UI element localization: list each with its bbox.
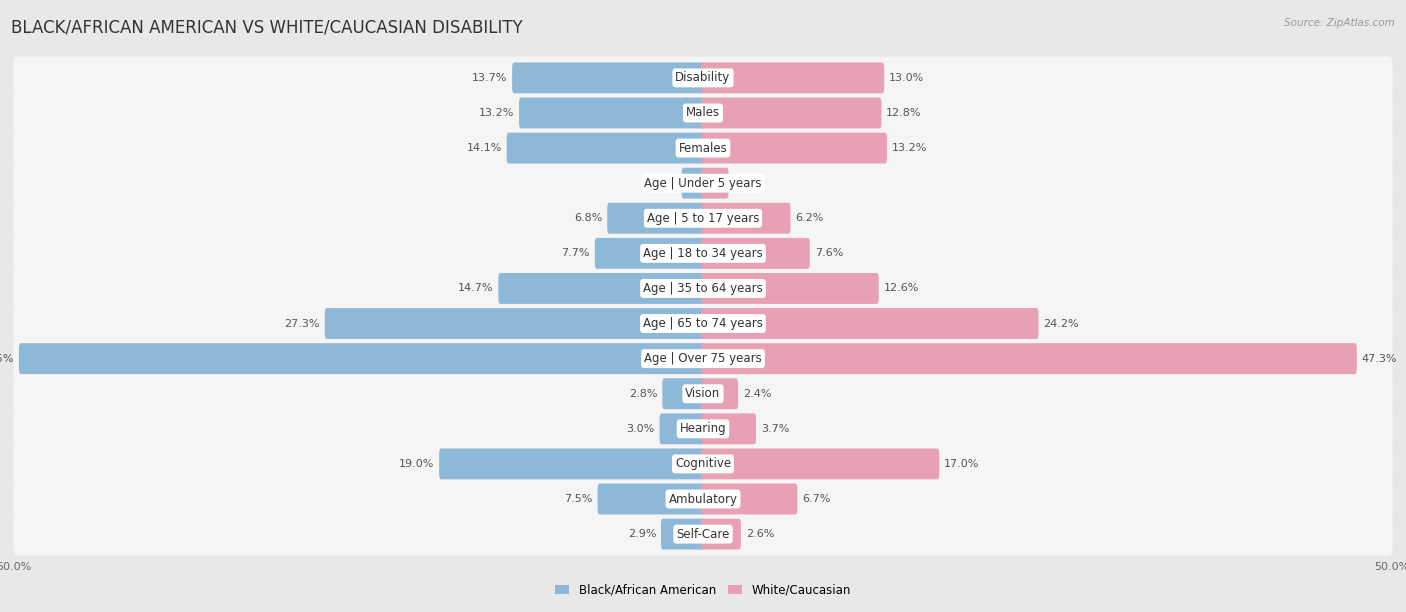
Text: 13.0%: 13.0% <box>889 73 924 83</box>
Text: 2.8%: 2.8% <box>628 389 658 399</box>
FancyBboxPatch shape <box>662 378 704 409</box>
Text: BLACK/AFRICAN AMERICAN VS WHITE/CAUCASIAN DISABILITY: BLACK/AFRICAN AMERICAN VS WHITE/CAUCASIA… <box>11 18 523 36</box>
FancyBboxPatch shape <box>14 127 1392 170</box>
Text: 6.8%: 6.8% <box>574 213 602 223</box>
Text: 7.7%: 7.7% <box>561 248 591 258</box>
Text: 7.5%: 7.5% <box>564 494 593 504</box>
Text: 13.7%: 13.7% <box>472 73 508 83</box>
FancyBboxPatch shape <box>14 162 1392 204</box>
Text: Males: Males <box>686 106 720 119</box>
Text: 12.6%: 12.6% <box>883 283 920 293</box>
Text: 19.0%: 19.0% <box>399 459 434 469</box>
Text: Age | 65 to 74 years: Age | 65 to 74 years <box>643 317 763 330</box>
FancyBboxPatch shape <box>702 273 879 304</box>
Text: 3.7%: 3.7% <box>761 424 789 434</box>
Text: Females: Females <box>679 141 727 155</box>
Text: 24.2%: 24.2% <box>1043 319 1078 329</box>
FancyBboxPatch shape <box>14 267 1392 310</box>
FancyBboxPatch shape <box>702 343 1357 374</box>
FancyBboxPatch shape <box>512 62 704 94</box>
Text: Age | 5 to 17 years: Age | 5 to 17 years <box>647 212 759 225</box>
Text: 27.3%: 27.3% <box>284 319 321 329</box>
Text: Disability: Disability <box>675 72 731 84</box>
Text: Age | Over 75 years: Age | Over 75 years <box>644 352 762 365</box>
Text: 6.2%: 6.2% <box>796 213 824 223</box>
Text: Hearing: Hearing <box>679 422 727 435</box>
Text: 3.0%: 3.0% <box>627 424 655 434</box>
FancyBboxPatch shape <box>702 238 810 269</box>
FancyBboxPatch shape <box>598 483 704 515</box>
FancyBboxPatch shape <box>659 413 704 444</box>
Text: 17.0%: 17.0% <box>945 459 980 469</box>
Text: Ambulatory: Ambulatory <box>668 493 738 506</box>
FancyBboxPatch shape <box>702 449 939 479</box>
Text: 13.2%: 13.2% <box>891 143 927 153</box>
FancyBboxPatch shape <box>702 518 741 550</box>
FancyBboxPatch shape <box>14 337 1392 380</box>
FancyBboxPatch shape <box>325 308 704 339</box>
Text: 7.6%: 7.6% <box>814 248 844 258</box>
Text: Self-Care: Self-Care <box>676 528 730 540</box>
FancyBboxPatch shape <box>702 378 738 409</box>
FancyBboxPatch shape <box>702 133 887 163</box>
Text: 47.3%: 47.3% <box>1361 354 1398 364</box>
Text: 2.6%: 2.6% <box>745 529 775 539</box>
FancyBboxPatch shape <box>439 449 704 479</box>
FancyBboxPatch shape <box>702 203 790 234</box>
FancyBboxPatch shape <box>14 56 1392 99</box>
Text: Vision: Vision <box>685 387 721 400</box>
FancyBboxPatch shape <box>519 97 704 129</box>
FancyBboxPatch shape <box>702 483 797 515</box>
Text: 14.7%: 14.7% <box>458 283 494 293</box>
FancyBboxPatch shape <box>595 238 704 269</box>
Text: 49.5%: 49.5% <box>0 354 14 364</box>
FancyBboxPatch shape <box>682 168 704 199</box>
FancyBboxPatch shape <box>14 92 1392 135</box>
FancyBboxPatch shape <box>14 408 1392 450</box>
FancyBboxPatch shape <box>702 62 884 94</box>
FancyBboxPatch shape <box>14 513 1392 556</box>
Text: 2.4%: 2.4% <box>742 389 772 399</box>
FancyBboxPatch shape <box>14 442 1392 485</box>
Text: 13.2%: 13.2% <box>479 108 515 118</box>
Legend: Black/African American, White/Caucasian: Black/African American, White/Caucasian <box>551 579 855 601</box>
FancyBboxPatch shape <box>702 168 728 199</box>
FancyBboxPatch shape <box>702 413 756 444</box>
FancyBboxPatch shape <box>14 372 1392 415</box>
Text: Age | Under 5 years: Age | Under 5 years <box>644 177 762 190</box>
FancyBboxPatch shape <box>14 232 1392 275</box>
FancyBboxPatch shape <box>498 273 704 304</box>
Text: Cognitive: Cognitive <box>675 457 731 471</box>
FancyBboxPatch shape <box>14 477 1392 520</box>
FancyBboxPatch shape <box>607 203 704 234</box>
FancyBboxPatch shape <box>18 343 704 374</box>
FancyBboxPatch shape <box>702 97 882 129</box>
FancyBboxPatch shape <box>506 133 704 163</box>
Text: 2.9%: 2.9% <box>627 529 657 539</box>
Text: 14.1%: 14.1% <box>467 143 502 153</box>
FancyBboxPatch shape <box>661 518 704 550</box>
Text: Source: ZipAtlas.com: Source: ZipAtlas.com <box>1284 18 1395 28</box>
Text: Age | 18 to 34 years: Age | 18 to 34 years <box>643 247 763 260</box>
FancyBboxPatch shape <box>14 197 1392 240</box>
Text: Age | 35 to 64 years: Age | 35 to 64 years <box>643 282 763 295</box>
Text: 12.8%: 12.8% <box>886 108 922 118</box>
Text: 6.7%: 6.7% <box>803 494 831 504</box>
FancyBboxPatch shape <box>702 308 1039 339</box>
FancyBboxPatch shape <box>14 302 1392 345</box>
Text: 1.7%: 1.7% <box>734 178 762 188</box>
Text: 1.4%: 1.4% <box>648 178 676 188</box>
